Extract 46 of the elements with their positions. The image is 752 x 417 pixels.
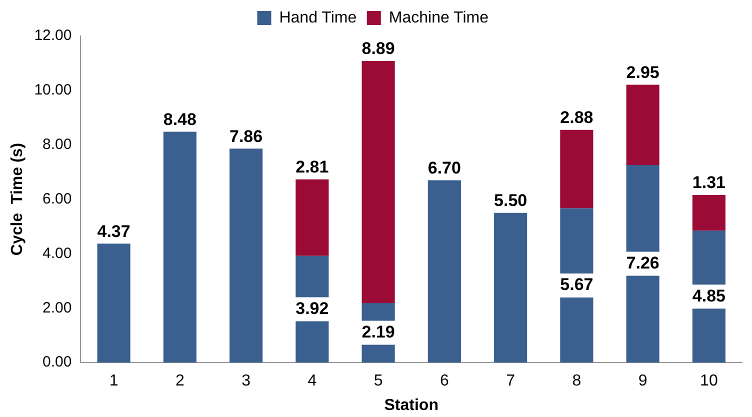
bar	[362, 61, 395, 303]
data-label: 5.67	[560, 275, 594, 294]
x-tick-label: 3	[242, 372, 251, 390]
data-label: 5.50	[494, 191, 528, 210]
x-tick-label: 9	[638, 372, 648, 390]
bar	[230, 148, 263, 363]
legend-label: Hand Time	[279, 9, 357, 26]
x-tick-label: 7	[506, 372, 516, 390]
x-tick-label: 1	[109, 372, 118, 390]
y-tick-label: 12.00	[34, 27, 72, 44]
x-axis-title: Station	[384, 396, 438, 414]
data-label: 7.26	[626, 253, 660, 272]
y-tick-label: 0.00	[42, 354, 72, 371]
x-tick-label: 4	[308, 372, 317, 390]
bar	[428, 180, 461, 363]
x-tick-label: 6	[440, 372, 449, 390]
y-tick-label: 6.00	[42, 190, 72, 208]
data-label: 8.89	[362, 39, 395, 58]
y-tick-label: 2.00	[42, 299, 72, 316]
x-tick-label: 5	[374, 372, 383, 390]
data-label: 4.37	[97, 222, 130, 241]
data-label: 7.86	[230, 126, 263, 146]
bar	[626, 84, 660, 166]
y-tick-label: 10.00	[34, 82, 72, 99]
data-label: 3.92	[296, 298, 329, 318]
x-tick-label: 2	[175, 372, 184, 390]
bar	[692, 194, 726, 231]
x-tick-label: 8	[572, 372, 582, 390]
bar	[163, 132, 196, 363]
x-tick-label: 10	[700, 372, 718, 390]
data-label: 6.70	[428, 158, 461, 178]
y-tick-label: 4.00	[42, 244, 72, 262]
bar	[560, 130, 594, 208]
data-label: 1.31	[692, 173, 726, 192]
data-label: 2.88	[560, 108, 594, 128]
data-label: 2.95	[626, 62, 660, 82]
bar	[296, 179, 329, 256]
legend-label: Machine Time	[388, 9, 489, 26]
data-label: 8.48	[163, 110, 196, 129]
bar	[494, 212, 528, 363]
y-tick-label: 8.00	[42, 136, 72, 154]
data-label: 4.85	[692, 286, 726, 306]
data-label: 2.19	[362, 322, 395, 342]
y-axis-title: Cycle Time (s)	[9, 142, 26, 256]
data-label: 2.81	[296, 158, 329, 177]
bar	[97, 244, 130, 363]
